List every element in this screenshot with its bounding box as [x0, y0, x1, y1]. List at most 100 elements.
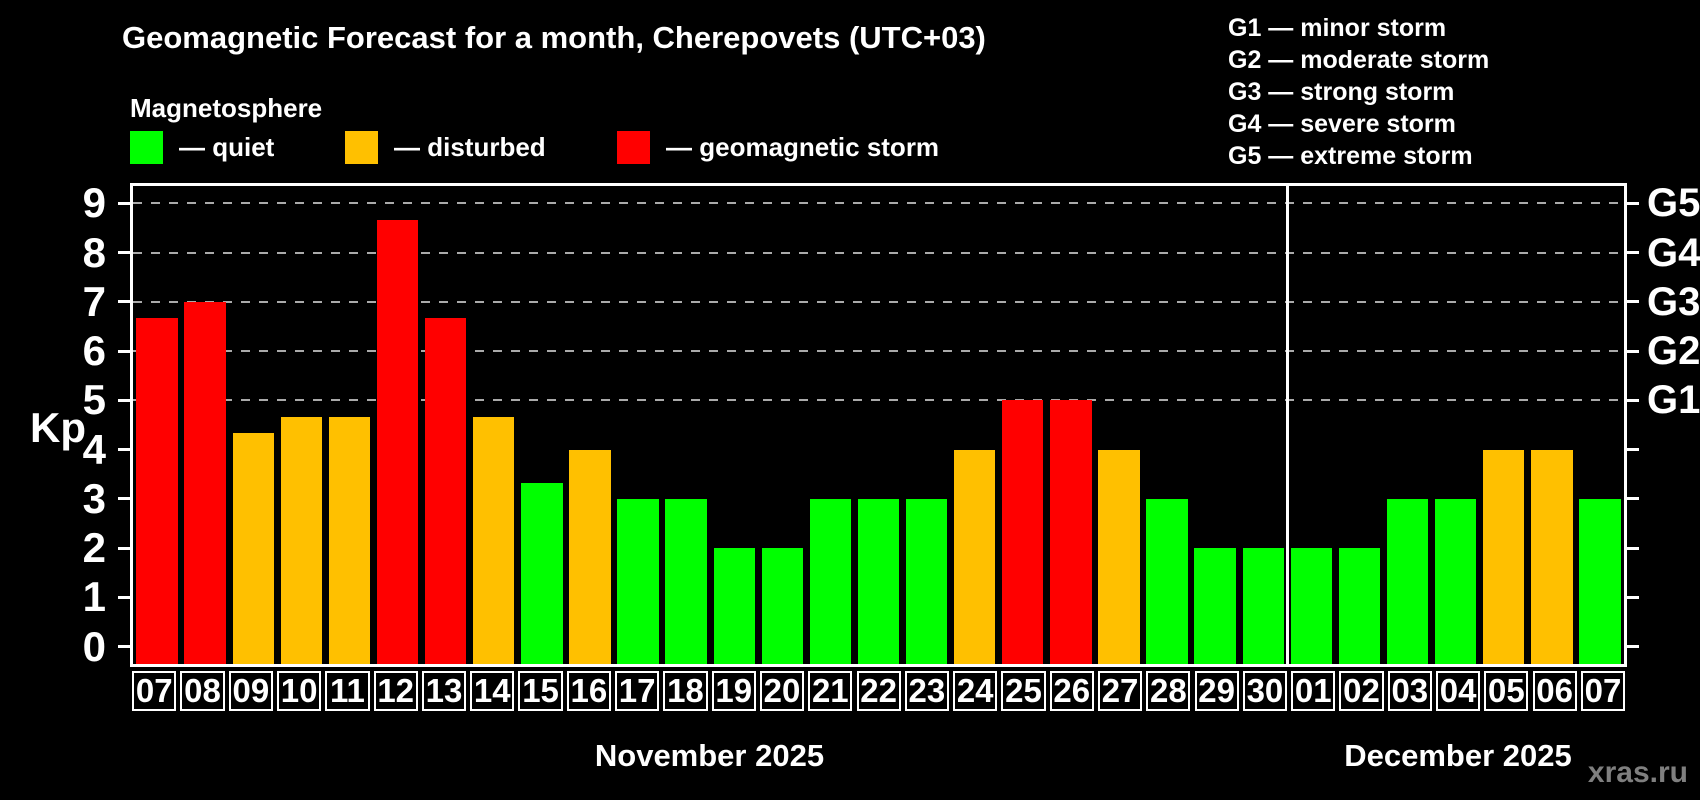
y-tick-2 [118, 546, 130, 550]
kp-bar-day-29 [1194, 548, 1236, 664]
day-label-12: 12 [373, 671, 418, 711]
legend-label-quiet: — quiet [179, 132, 275, 162]
day-label-20: 20 [759, 671, 805, 711]
legend-item-storm: — geomagnetic storm [617, 131, 939, 164]
kp-bar-day-08 [184, 301, 226, 664]
right-tick-9 [1627, 201, 1639, 205]
month-label: December 2025 [1344, 738, 1572, 773]
day-label-04: 04 [1436, 671, 1481, 711]
gridline-kp9 [133, 202, 1624, 205]
kp-bar-day-13 [424, 318, 467, 664]
right-tick-6 [1627, 349, 1639, 353]
day-label-15: 15 [518, 671, 563, 711]
y-tick-4 [118, 448, 130, 452]
disturbed-color-swatch [345, 131, 378, 164]
y-tick-0 [118, 645, 130, 649]
month-label: November 2025 [594, 738, 825, 773]
kp-bar-day-06 [1531, 449, 1573, 664]
kp-bar-day-22 [857, 498, 900, 664]
right-tick-1 [1627, 595, 1639, 599]
day-label-26: 26 [1049, 671, 1094, 711]
gridline-kp5 [133, 399, 1624, 402]
y-tick-label-7: 7 [82, 277, 106, 325]
y-tick-9 [118, 201, 130, 205]
gridline-kp8 [133, 251, 1624, 254]
y-tick-label-9: 9 [82, 179, 106, 227]
right-tick-4 [1627, 448, 1639, 452]
kp-bar-day-27 [1098, 449, 1140, 664]
y-tick-label-1: 1 [82, 573, 106, 621]
day-label-18: 18 [663, 671, 708, 711]
kp-bar-day-10 [280, 416, 323, 664]
storm-scale-g2: G2 — moderate storm [1228, 46, 1490, 74]
kp-bar-day-15 [521, 482, 563, 664]
storm-scale-g5: G5 — extreme storm [1228, 142, 1473, 170]
y-tick-label-6: 6 [82, 327, 106, 375]
day-label-02: 02 [1339, 671, 1384, 711]
kp-bar-day-11 [328, 416, 371, 664]
y-tick-label-8: 8 [82, 228, 106, 276]
watermark: xras.ru [1587, 756, 1688, 789]
day-label-05: 05 [1484, 671, 1529, 711]
kp-bar-day-01 [1290, 548, 1333, 664]
day-labels-row: 07 08 09 10 11 12 13 14 15 16 17 18 19 20 21 22 23 24 25 26… [130, 671, 1627, 711]
y-tick-label-0: 0 [82, 622, 106, 670]
kp-bar-day-07 [1579, 498, 1621, 664]
right-tick-0 [1627, 645, 1639, 649]
kp-bar-day-02 [1338, 548, 1381, 664]
storm-scale-g1: G1 — minor storm [1228, 14, 1447, 42]
day-label-25: 25 [1001, 671, 1046, 711]
kp-bar-day-30 [1242, 548, 1284, 664]
kp-bar-day-17 [617, 498, 659, 664]
legend-label-disturbed: — disturbed [394, 132, 546, 162]
day-label-06: 06 [1532, 671, 1577, 711]
day-label-07: 07 [1580, 671, 1626, 711]
kp-bar-day-14 [473, 416, 515, 664]
day-label-11: 11 [325, 671, 370, 711]
kp-bar-day-26 [1050, 400, 1092, 664]
day-label-07: 07 [132, 671, 177, 711]
y-tick-5 [118, 398, 130, 402]
kp-bar-day-18 [665, 498, 707, 664]
day-label-22: 22 [856, 671, 901, 711]
kp-bar-day-21 [809, 498, 852, 664]
day-label-01: 01 [1291, 671, 1336, 711]
day-label-28: 28 [1146, 671, 1191, 711]
y-tick-label-2: 2 [82, 524, 106, 572]
kp-bar-day-28 [1146, 498, 1188, 664]
kp-bar-day-04 [1434, 498, 1477, 664]
day-label-09: 09 [228, 671, 273, 711]
kp-bar-day-07 [136, 318, 178, 664]
day-label-03: 03 [1387, 671, 1432, 711]
kp-bar-day-16 [569, 449, 611, 664]
right-tick-2 [1627, 546, 1639, 550]
y-axis-label: Kp [30, 404, 86, 451]
kp-bar-day-19 [713, 548, 755, 664]
day-label-21: 21 [808, 671, 853, 711]
kp-bar-day-09 [232, 433, 274, 664]
y-tick-7 [118, 300, 130, 304]
day-label-16: 16 [566, 671, 611, 711]
quiet-color-swatch [130, 131, 163, 164]
kp-bar-day-23 [905, 498, 948, 664]
legend-item-disturbed: — disturbed [345, 131, 546, 164]
kp-bar-day-25 [1002, 400, 1044, 664]
g-level-label-g4: G4 [1647, 230, 1700, 275]
gridline-kp7 [133, 300, 1624, 303]
day-label-23: 23 [904, 671, 949, 711]
gridline-kp6 [133, 350, 1624, 353]
y-tick-6 [118, 349, 130, 353]
kp-bar-day-12 [376, 219, 419, 664]
day-label-17: 17 [615, 671, 660, 711]
right-tick-8 [1627, 251, 1639, 255]
y-tick-label-4: 4 [82, 425, 106, 473]
g-level-label-g1: G1 [1647, 378, 1700, 423]
day-label-19: 19 [711, 671, 756, 711]
kp-bar-day-03 [1386, 498, 1429, 664]
y-axis-right: G5 G4 G3 G2 G1 [1627, 183, 1700, 667]
day-label-13: 13 [421, 671, 467, 711]
legend-label-storm: — geomagnetic storm [666, 132, 940, 162]
legend-item-quiet: — quiet [130, 131, 274, 164]
right-tick-5 [1627, 398, 1639, 402]
